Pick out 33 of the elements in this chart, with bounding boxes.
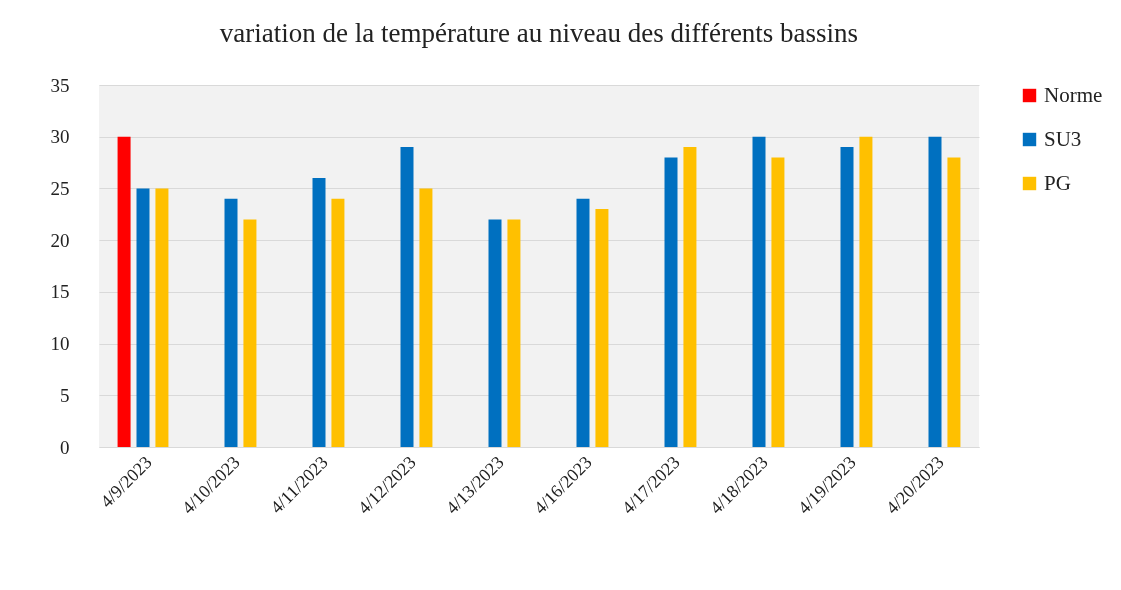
y-tick-label: 10 — [50, 333, 70, 355]
bar — [507, 219, 521, 447]
bar — [243, 219, 257, 447]
legend-label: PG — [1044, 170, 1071, 195]
bar — [595, 209, 609, 447]
y-tick-label: 25 — [50, 177, 70, 199]
bar — [312, 178, 326, 447]
chart-title: variation de la température au niveau des différents bassins — [219, 18, 859, 48]
y-tick-label: 0 — [60, 436, 70, 458]
legend-label: Norme — [1044, 82, 1103, 107]
y-tick-label: 35 — [50, 74, 70, 96]
y-tick-label: 30 — [50, 126, 70, 148]
bar — [155, 188, 169, 447]
bar — [576, 198, 590, 447]
bar — [488, 219, 502, 447]
y-tick-label: 20 — [50, 229, 70, 251]
bar — [224, 198, 238, 447]
legend-label: SU3 — [1044, 126, 1082, 151]
bar — [928, 136, 942, 447]
y-tick-label: 5 — [60, 384, 70, 406]
bar — [683, 147, 697, 447]
bar — [947, 157, 961, 447]
bar — [117, 136, 131, 447]
bar — [419, 188, 433, 447]
bar — [771, 157, 785, 447]
bar — [859, 136, 873, 447]
bar — [400, 147, 414, 447]
bar — [136, 188, 150, 447]
bar — [840, 147, 854, 447]
bar — [752, 136, 766, 447]
y-tick-label: 15 — [50, 281, 70, 303]
bar — [331, 198, 345, 447]
bar — [664, 157, 678, 447]
